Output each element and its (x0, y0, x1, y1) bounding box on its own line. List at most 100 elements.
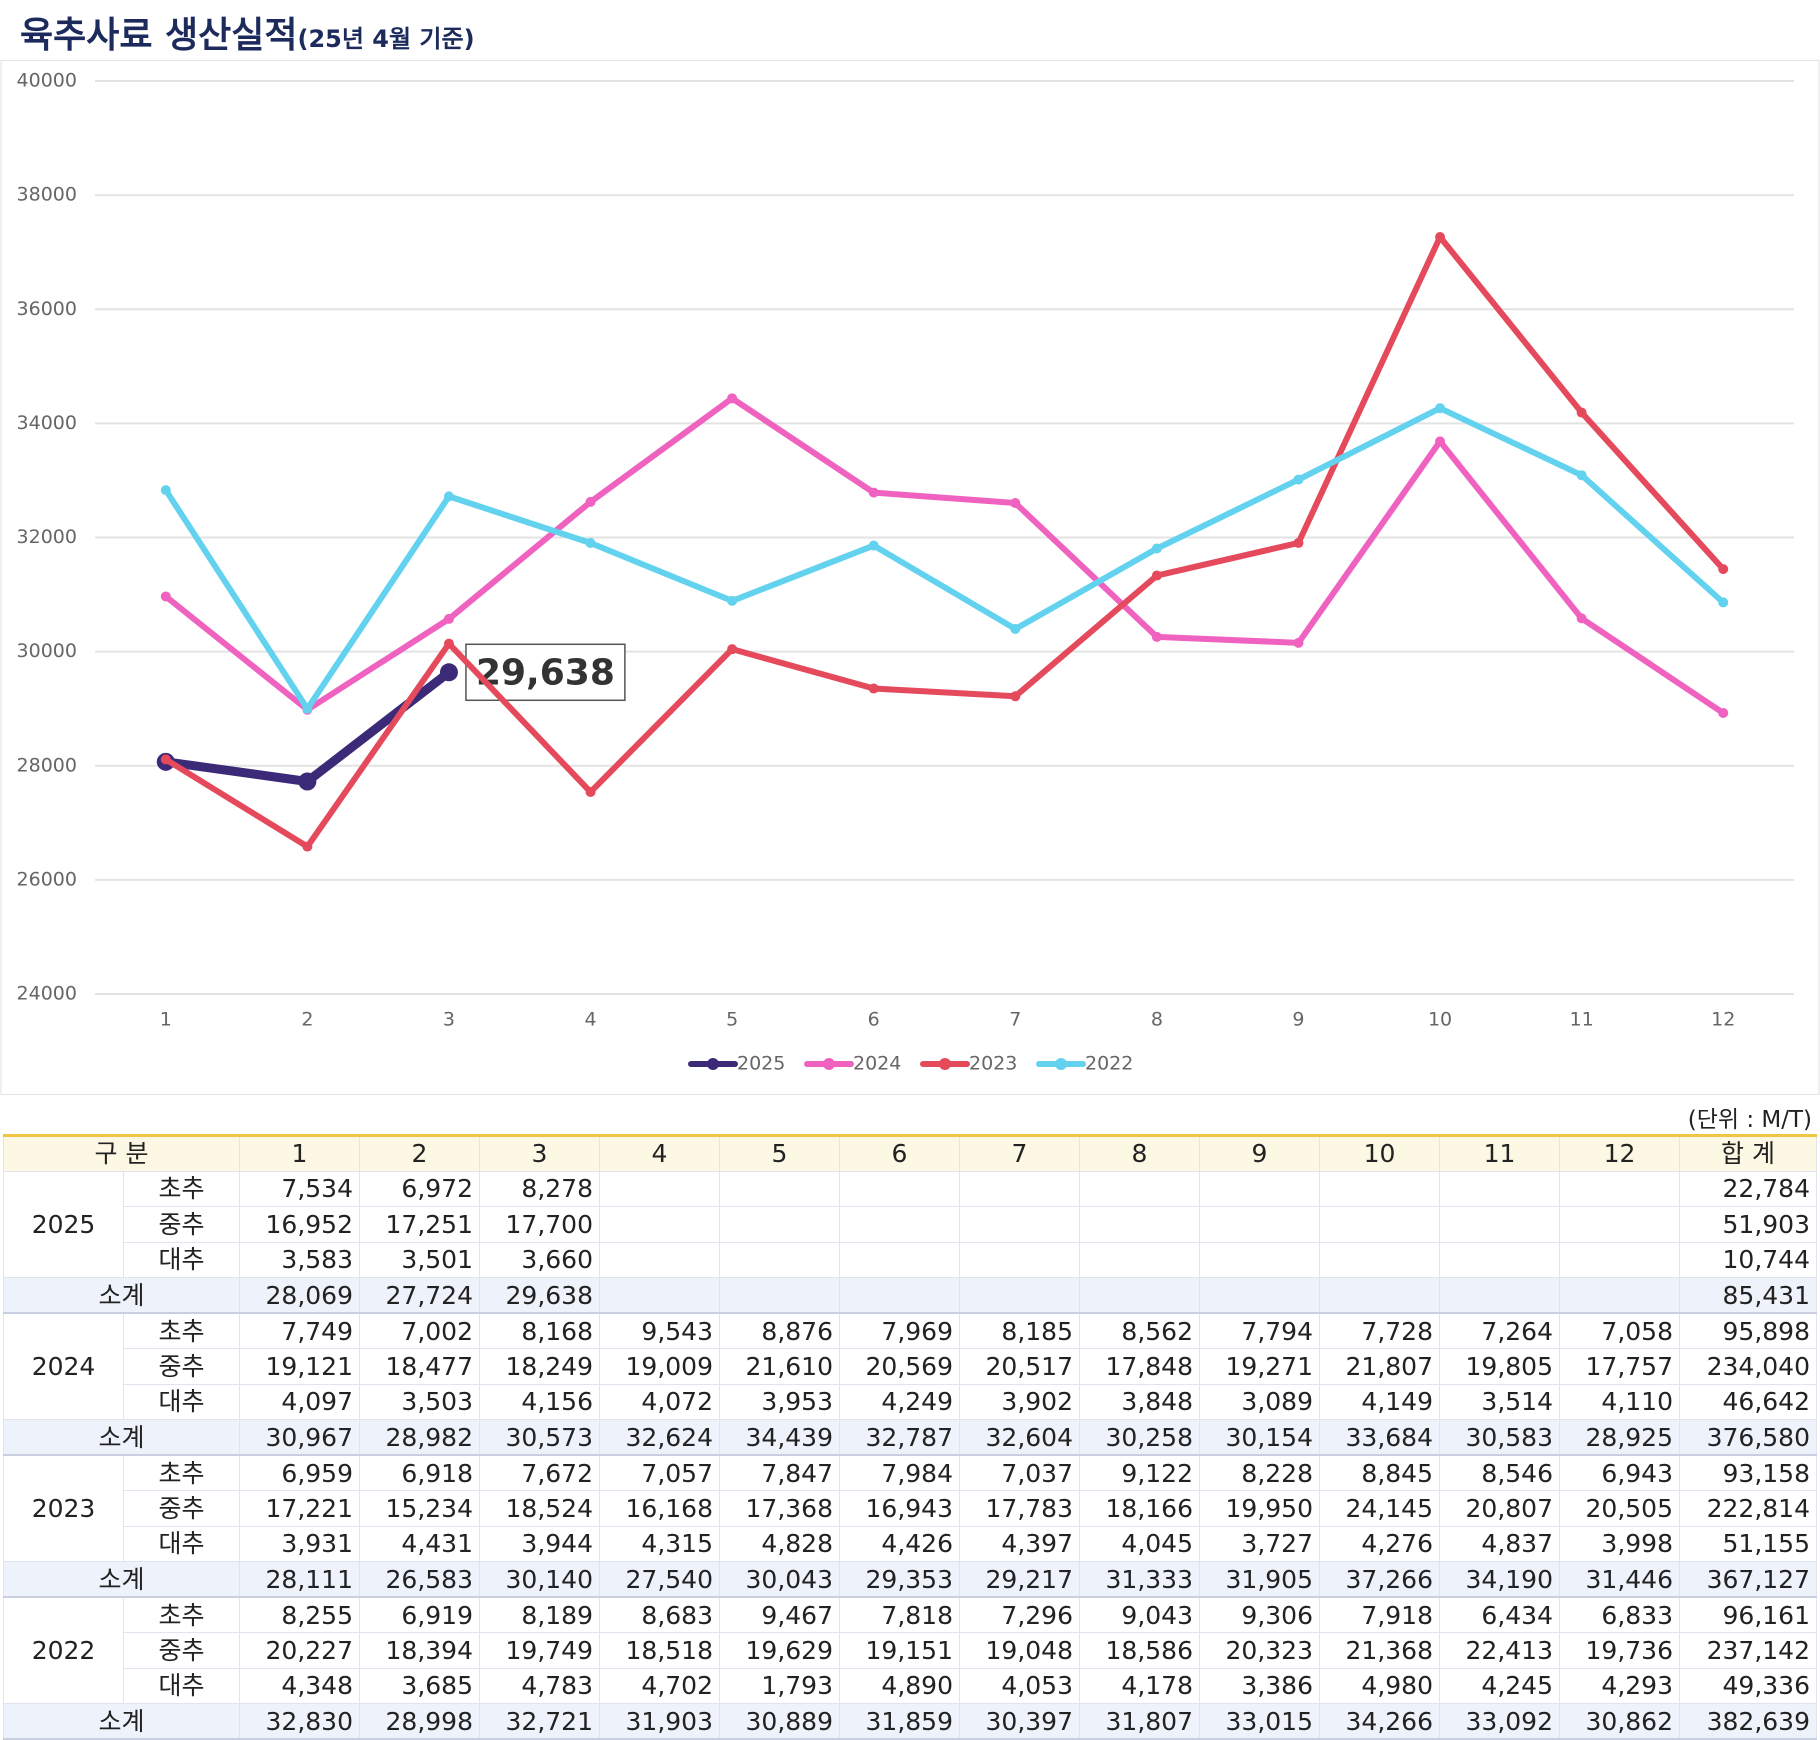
value-cell: 24,145 (1319, 1490, 1440, 1527)
value-cell: 4,783 (479, 1667, 600, 1704)
row-label: 대추 (123, 1667, 240, 1704)
value-cell: 30,967 (239, 1419, 360, 1456)
value-cell: 7,296 (959, 1596, 1080, 1633)
value-cell: 8,546 (1439, 1454, 1560, 1491)
value-cell: 3,953 (719, 1383, 840, 1420)
value-cell (719, 1277, 840, 1314)
value-cell: 8,255 (239, 1596, 360, 1633)
value-cell: 20,807 (1439, 1490, 1560, 1527)
value-cell: 3,503 (359, 1383, 480, 1420)
value-cell: 3,501 (359, 1241, 480, 1278)
value-cell: 30,258 (1079, 1419, 1200, 1456)
value-cell: 31,807 (1079, 1703, 1200, 1740)
data-point (1010, 691, 1021, 702)
value-cell: 32,604 (959, 1419, 1080, 1456)
value-cell (1079, 1241, 1200, 1278)
data-point (1293, 537, 1304, 548)
value-cell: 32,787 (839, 1419, 960, 1456)
x-tick-label: 4 (584, 1009, 596, 1031)
value-cell: 4,293 (1559, 1667, 1680, 1704)
x-tick-label: 3 (443, 1009, 455, 1031)
value-cell: 4,426 (839, 1525, 960, 1562)
value-cell: 9,467 (719, 1596, 840, 1633)
value-cell: 6,434 (1439, 1596, 1560, 1633)
y-tick-label: 32000 (17, 526, 77, 548)
value-cell: 4,890 (839, 1667, 960, 1704)
value-cell (719, 1241, 840, 1278)
x-tick-label: 9 (1292, 1009, 1304, 1031)
value-cell: 4,149 (1319, 1383, 1440, 1420)
value-cell: 31,333 (1079, 1561, 1200, 1598)
row-label: 중추 (123, 1632, 240, 1669)
legend-label: 2024 (853, 1053, 901, 1075)
value-cell: 3,514 (1439, 1383, 1560, 1420)
header-cell: 4 (599, 1134, 720, 1172)
header-cell: 5 (719, 1134, 840, 1172)
value-cell: 28,998 (359, 1703, 480, 1740)
value-cell: 4,045 (1079, 1525, 1200, 1562)
value-cell (1559, 1241, 1680, 1278)
y-tick-label: 28000 (17, 754, 77, 776)
value-cell (599, 1241, 720, 1278)
year-cell: 2022 (3, 1596, 124, 1704)
value-cell: 30,140 (479, 1561, 600, 1598)
total-cell: 93,158 (1679, 1454, 1817, 1491)
value-cell: 29,217 (959, 1561, 1080, 1598)
total-cell: 382,639 (1679, 1703, 1817, 1740)
value-cell (1439, 1277, 1560, 1314)
value-cell (1439, 1241, 1560, 1278)
value-cell: 16,168 (599, 1490, 720, 1527)
data-point (1435, 232, 1446, 243)
value-cell (599, 1277, 720, 1314)
data-point (1010, 623, 1021, 634)
value-cell: 27,540 (599, 1561, 720, 1598)
value-cell: 3,998 (1559, 1525, 1680, 1562)
legend-label: 2025 (737, 1053, 785, 1075)
header-cell: 8 (1079, 1134, 1200, 1172)
value-cell (719, 1206, 840, 1243)
data-point (1718, 707, 1729, 718)
value-cell: 3,931 (239, 1525, 360, 1562)
value-cell: 4,053 (959, 1667, 1080, 1704)
data-point (1576, 407, 1587, 418)
value-cell (1199, 1206, 1320, 1243)
value-cell: 7,264 (1439, 1312, 1560, 1349)
legend-dot (823, 1058, 835, 1070)
data-label: 29,638 (476, 652, 615, 693)
value-cell: 4,348 (239, 1667, 360, 1704)
data-point (443, 491, 454, 502)
value-cell: 8,876 (719, 1312, 840, 1349)
value-cell: 4,156 (479, 1383, 600, 1420)
chart-title: 육추사료 생산실적 (20, 15, 298, 56)
value-cell: 30,573 (479, 1419, 600, 1456)
value-cell (1199, 1241, 1320, 1278)
data-point (439, 663, 458, 682)
value-cell: 21,368 (1319, 1632, 1440, 1669)
value-cell: 6,833 (1559, 1596, 1680, 1633)
value-cell (839, 1206, 960, 1243)
data-point (160, 485, 171, 496)
row-label: 중추 (123, 1348, 240, 1385)
value-cell: 29,638 (479, 1277, 600, 1314)
value-cell: 26,583 (359, 1561, 480, 1598)
value-cell: 7,534 (239, 1170, 360, 1207)
value-cell: 7,749 (239, 1312, 360, 1349)
data-point (160, 754, 171, 765)
data-row: 2025 초추 7,534 6,972 8,278 22,784 (3, 1170, 1817, 1278)
value-cell: 8,185 (959, 1312, 1080, 1349)
value-cell: 30,397 (959, 1703, 1080, 1740)
value-cell (719, 1170, 840, 1207)
value-cell: 4,276 (1319, 1525, 1440, 1562)
value-cell: 6,943 (1559, 1454, 1680, 1491)
total-cell: 234,040 (1679, 1348, 1817, 1385)
value-cell: 6,959 (239, 1454, 360, 1491)
legend-label: 2023 (969, 1053, 1017, 1075)
value-cell: 37,266 (1319, 1561, 1440, 1598)
value-cell: 20,227 (239, 1632, 360, 1669)
data-row: 중추 19,121 18,477 18,249 19,009 21,610 20,569 20… (4, 1348, 1817, 1385)
row-label: 소계 (3, 1561, 240, 1598)
value-cell: 19,009 (599, 1348, 720, 1385)
value-cell: 21,610 (719, 1348, 840, 1385)
data-point (443, 613, 454, 624)
data-row: 2023 초추 6,959 6,918 7,672 7,057 7,847 7,984 7,03… (3, 1454, 1817, 1562)
